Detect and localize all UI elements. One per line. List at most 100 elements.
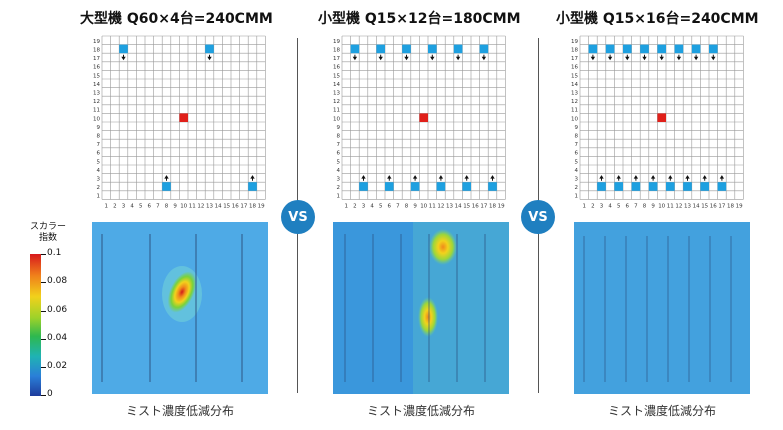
row-label: 5 — [575, 159, 579, 165]
arrow-down-icon — [404, 56, 409, 61]
collector-unit — [385, 182, 394, 191]
arrow-down-icon — [481, 56, 487, 61]
row-label: 14 — [571, 82, 578, 88]
col-label: 1 — [583, 203, 587, 209]
arrow-down-icon — [378, 56, 383, 61]
row-label: 6 — [97, 151, 101, 157]
col-label: 4 — [370, 203, 374, 209]
legend-tick-label: 0.06 — [47, 305, 68, 315]
panel-3-heatmap — [574, 222, 750, 394]
arrow-up-icon — [412, 175, 418, 179]
col-label: 13 — [684, 203, 691, 209]
legend-title-line2: 指数 — [38, 233, 57, 243]
collector-unit — [436, 182, 446, 191]
arrow-down-icon — [625, 56, 630, 61]
arrow-down-icon — [711, 56, 716, 61]
vs-badge-2: VS — [521, 200, 555, 234]
col-label: 10 — [658, 203, 665, 209]
col-label: 8 — [165, 203, 169, 209]
panel-1-heatmap — [92, 222, 268, 394]
row-label: 17 — [93, 56, 100, 62]
col-label: 8 — [643, 203, 647, 209]
collector-unit — [453, 44, 463, 54]
col-label: 13 — [206, 203, 213, 209]
arrow-up-icon — [702, 175, 707, 179]
row-label: 11 — [333, 108, 340, 114]
row-label: 2 — [97, 185, 101, 191]
col-label: 18 — [489, 203, 496, 209]
row-label: 9 — [575, 125, 579, 131]
legend-tick-label: 0.02 — [47, 361, 68, 371]
col-label: 6 — [148, 203, 152, 209]
legend-tick — [41, 282, 46, 283]
col-label: 14 — [455, 203, 462, 209]
row-label: 18 — [333, 47, 340, 53]
row-label: 3 — [575, 176, 579, 182]
legend-title: スカラー 指数 — [24, 222, 72, 244]
col-label: 4 — [608, 203, 612, 209]
row-label: 9 — [337, 125, 341, 131]
col-label: 19 — [736, 203, 743, 209]
arrow-down-icon — [121, 56, 126, 61]
arrow-down-icon — [607, 56, 613, 61]
collector-unit — [597, 182, 606, 191]
col-label: 3 — [600, 203, 604, 209]
row-label: 8 — [97, 133, 101, 139]
row-label: 12 — [571, 99, 578, 105]
col-label: 7 — [634, 203, 638, 209]
col-label: 8 — [405, 203, 409, 209]
col-label: 3 — [362, 203, 366, 209]
row-label: 16 — [333, 65, 340, 71]
collector-unit — [614, 182, 623, 191]
row-label: 15 — [93, 73, 100, 79]
row-label: 11 — [571, 108, 578, 114]
collector-unit — [410, 182, 420, 191]
arrow-up-icon — [599, 175, 604, 179]
row-label: 2 — [575, 185, 579, 191]
row-label: 1 — [337, 194, 341, 200]
col-label: 16 — [232, 203, 239, 209]
row-label: 8 — [337, 133, 341, 139]
legend-title-line1: スカラー — [29, 222, 66, 232]
row-label: 7 — [575, 142, 579, 148]
col-label: 9 — [413, 203, 417, 209]
arrow-up-icon — [616, 175, 621, 179]
arrow-up-icon — [361, 175, 366, 179]
col-label: 13 — [446, 203, 453, 209]
col-label: 2 — [591, 203, 595, 209]
row-label: 17 — [571, 56, 578, 62]
col-label: 11 — [667, 203, 674, 209]
mist-source-marker — [419, 113, 428, 122]
row-label: 15 — [571, 73, 578, 79]
col-label: 5 — [379, 203, 383, 209]
row-label: 10 — [571, 116, 578, 122]
arrow-up-icon — [685, 175, 690, 179]
panel-2-caption: ミスト濃度低減分布 — [366, 404, 475, 418]
row-label: 13 — [93, 90, 100, 96]
collector-unit — [631, 182, 641, 191]
col-label: 11 — [189, 203, 196, 209]
panel-3-caption: ミスト濃度低減分布 — [607, 404, 716, 418]
legend-tick — [41, 367, 46, 368]
arrow-up-icon — [164, 175, 169, 179]
row-label: 1 — [575, 194, 579, 200]
collector-unit — [700, 182, 709, 191]
arrow-up-icon — [719, 175, 725, 179]
collector-unit — [376, 44, 385, 54]
col-label: 7 — [396, 203, 400, 209]
collector-unit — [479, 44, 489, 54]
legend-tick — [41, 339, 46, 340]
arrow-up-icon — [633, 175, 639, 179]
row-label: 3 — [97, 176, 101, 182]
collector-unit — [648, 182, 658, 191]
row-label: 2 — [337, 185, 341, 191]
col-label: 12 — [437, 203, 444, 209]
row-label: 10 — [333, 116, 340, 122]
col-label: 18 — [727, 203, 734, 209]
collector-unit — [350, 44, 360, 54]
legend-tick-label: 0 — [47, 389, 53, 399]
row-label: 19 — [571, 39, 578, 45]
arrow-down-icon — [430, 56, 435, 61]
collector-unit — [428, 44, 437, 54]
